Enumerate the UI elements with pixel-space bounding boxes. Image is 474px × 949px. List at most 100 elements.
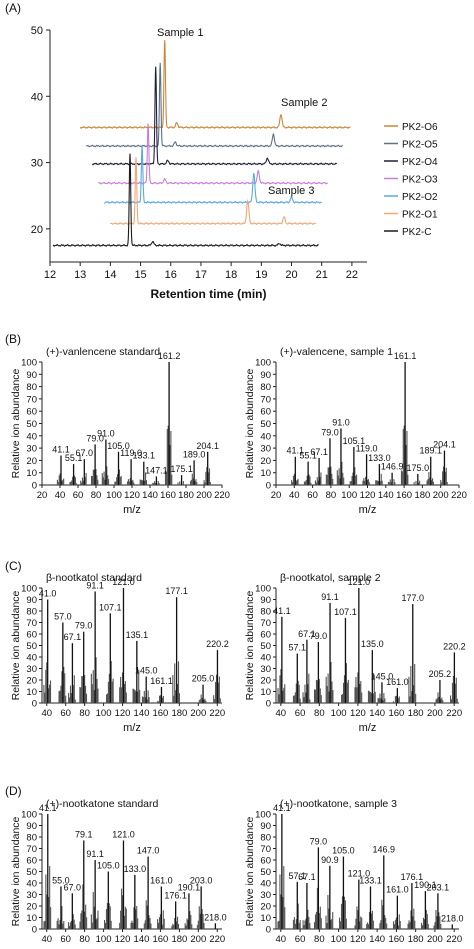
y-tick-label: 0 <box>266 481 271 492</box>
peak-label: 67.0 <box>76 448 94 458</box>
y-tick-label: 90 <box>26 370 37 381</box>
x-axis-title: m/z <box>359 722 377 734</box>
peak-label: 133.0 <box>368 453 391 463</box>
peak-label: 107.1 <box>334 607 357 617</box>
y-tick-label: 100 <box>255 810 271 821</box>
y-tick-label: 30 <box>26 444 37 455</box>
x-tick-label: 140 <box>369 708 385 719</box>
peak-label: 91.1 <box>86 849 104 859</box>
peak-label: 105.0 <box>97 861 120 871</box>
x-tick-label: 40 <box>55 490 66 501</box>
plot-title: (+)-valencene, sample 1 <box>280 346 393 358</box>
y-tick-label: 40 <box>260 653 271 664</box>
peak-label: 41.1 <box>273 803 291 813</box>
y-tick-label: 0 <box>32 481 37 492</box>
peak-label: 218.0 <box>441 913 464 923</box>
y-tick-label: 90 <box>260 370 271 381</box>
x-tick-label: 220 <box>446 934 462 945</box>
plot-title: β-nootkatol standard <box>46 572 142 584</box>
x-tick-label: 60 <box>60 708 71 719</box>
peak-label: 135.1 <box>126 630 149 640</box>
y-tick-label: 90 <box>26 595 37 606</box>
x-tick-label: 100 <box>331 708 347 719</box>
peak-label: 161.0 <box>386 885 409 895</box>
peak-label: 105.0 <box>107 441 130 451</box>
x-tick-label: 60 <box>295 934 306 945</box>
peak-label: 91.0 <box>97 428 115 438</box>
peak-label: 67.1 <box>298 629 316 639</box>
x-tick-label: 100 <box>106 490 122 501</box>
peak-label: 41.1 <box>273 606 291 616</box>
x-tick-label: 16 <box>165 269 177 281</box>
peak-label: 107.1 <box>99 602 122 612</box>
y-tick-label: 30 <box>31 158 43 170</box>
x-tick-label: 200 <box>427 934 443 945</box>
peak-label: 119.0 <box>356 443 378 453</box>
peak-label: 190.1 <box>178 882 201 892</box>
y-tick-label: 40 <box>26 431 37 442</box>
plot-title: (+)-nootkatone standard <box>46 798 159 810</box>
y-tick-label: 100 <box>21 810 37 821</box>
peak-label: 133.1 <box>359 875 382 885</box>
x-tick-label: 160 <box>388 708 404 719</box>
plot-title: β-nootkatol, sample 2 <box>280 572 381 584</box>
y-tick-label: 30 <box>260 444 271 455</box>
peak-label: 121.0 <box>348 577 371 587</box>
trace-pk2-o1 <box>110 157 317 225</box>
x-tick-label: 220 <box>214 490 230 501</box>
chromatogram-plot: (A) 12 13 14 15 16 17 18 19 20 21 22 20 30 40 50 Retenti… <box>5 1 438 301</box>
trace-pk2-o5 <box>85 62 343 148</box>
legend-label: PK2-O1 <box>402 210 438 221</box>
y-tick-label: 70 <box>26 618 37 629</box>
peak-label: 121.0 <box>112 829 135 839</box>
y-tick-label: 0 <box>32 925 37 936</box>
x-tick-label: 60 <box>60 934 71 945</box>
y-tick-label: 80 <box>26 607 37 618</box>
y-tick-label: 60 <box>26 630 37 641</box>
y-tick-label: 100 <box>255 358 271 369</box>
peak-label: 79.0 <box>310 836 328 846</box>
peak-label: 79.1 <box>75 829 93 839</box>
peak-label: 176.1 <box>164 890 187 900</box>
y-tick-label: 70 <box>260 618 271 629</box>
peak-label: 161.0 <box>150 875 173 885</box>
peak-label: 57.1 <box>289 643 307 653</box>
y-tick-label: 50 <box>260 641 271 652</box>
x-tick-label: 120 <box>350 708 366 719</box>
y-axis-title: Relative ion abundance <box>10 816 22 926</box>
legend-label: PK2-C <box>402 227 431 238</box>
x-tick-label: 120 <box>350 934 366 945</box>
peak-label: 121.0 <box>112 577 135 587</box>
y-tick-label: 50 <box>26 641 37 652</box>
x-tick-label: 60 <box>295 708 306 719</box>
spectrum-d-0: (+)-nootkatone standard01020304050607080… <box>10 798 227 949</box>
legend-label: PK2-O5 <box>402 140 438 151</box>
y-tick-label: 30 <box>26 890 37 901</box>
y-axis-title: Relative ion abundance <box>244 590 256 700</box>
peak-label: 91.1 <box>86 580 104 590</box>
x-tick-label: 19 <box>255 269 267 281</box>
x-tick-label: 140 <box>378 490 394 501</box>
y-tick-label: 30 <box>260 890 271 901</box>
peak-label: 177.1 <box>165 586 188 596</box>
x-tick-label: 140 <box>134 934 150 945</box>
x-tick-label: 60 <box>73 490 84 501</box>
y-tick-label: 50 <box>260 419 271 430</box>
x-tick-label: 22 <box>346 269 358 281</box>
y-tick-label: 40 <box>31 91 43 103</box>
peak-label: 177.0 <box>402 593 425 603</box>
peak-label: 190.1 <box>414 880 437 890</box>
x-tick-label: 140 <box>369 934 385 945</box>
x-tick-label: 160 <box>388 934 404 945</box>
peak-label: 205.0 <box>192 674 215 684</box>
y-tick-label: 20 <box>260 676 271 687</box>
y-tick-label: 50 <box>26 419 37 430</box>
x-tick-label: 20 <box>37 490 48 501</box>
y-tick-label: 40 <box>260 879 271 890</box>
peak-label: 90.9 <box>321 855 339 865</box>
peak-label: 79.0 <box>86 433 104 443</box>
y-tick-label: 50 <box>31 25 43 37</box>
y-tick-label: 20 <box>260 902 271 913</box>
peak-label: 203.1 <box>427 882 450 892</box>
